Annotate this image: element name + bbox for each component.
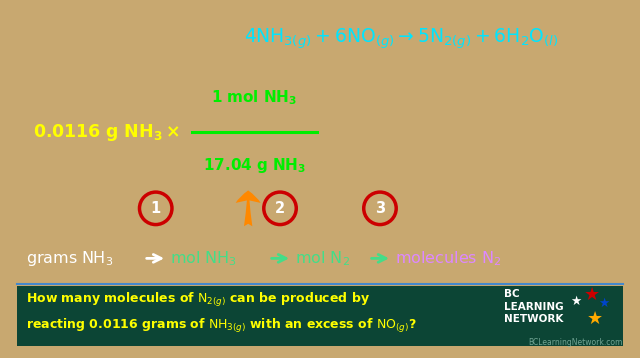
Text: mol NH$_3$: mol NH$_3$ xyxy=(170,249,237,268)
Text: 2: 2 xyxy=(275,201,285,216)
Text: $\mathbf{0.0116\ g\ NH_3\times}$: $\mathbf{0.0116\ g\ NH_3\times}$ xyxy=(33,122,179,143)
Text: How many molecules of $\mathrm{N}_{2(g)}$ can be produced by: How many molecules of $\mathrm{N}_{2(g)}… xyxy=(26,291,371,309)
Text: grams NH$_3$: grams NH$_3$ xyxy=(26,249,114,268)
Text: ★: ★ xyxy=(598,297,610,310)
Text: molecules N$_2$: molecules N$_2$ xyxy=(395,249,501,268)
Text: reacting 0.0116 grams of $\mathrm{NH}_{3(g)}$ with an excess of $\mathrm{NO}_{(g: reacting 0.0116 grams of $\mathrm{NH}_{3… xyxy=(26,317,417,335)
Bar xyxy=(17,286,623,347)
Text: $\mathbf{1\ mol\ NH_3}$: $\mathbf{1\ mol\ NH_3}$ xyxy=(211,88,298,107)
Text: 1: 1 xyxy=(150,201,161,216)
Text: BCLearningNetwork.com: BCLearningNetwork.com xyxy=(529,338,623,347)
Text: BC
LEARNING
NETWORK: BC LEARNING NETWORK xyxy=(504,289,564,324)
Text: ★: ★ xyxy=(584,286,600,304)
Text: ★: ★ xyxy=(570,295,582,308)
Text: ★: ★ xyxy=(587,310,603,328)
Text: 3: 3 xyxy=(375,201,385,216)
Text: mol N$_2$: mol N$_2$ xyxy=(295,249,350,268)
Text: $4\mathrm{NH}_{3(g)}+6\mathrm{NO}_{(g)}\rightarrow 5\mathrm{N}_{2(g)}+6\mathrm{H: $4\mathrm{NH}_{3(g)}+6\mathrm{NO}_{(g)}\… xyxy=(244,27,559,52)
Text: $\mathbf{17.04\ g\ NH_3}$: $\mathbf{17.04\ g\ NH_3}$ xyxy=(203,156,306,175)
